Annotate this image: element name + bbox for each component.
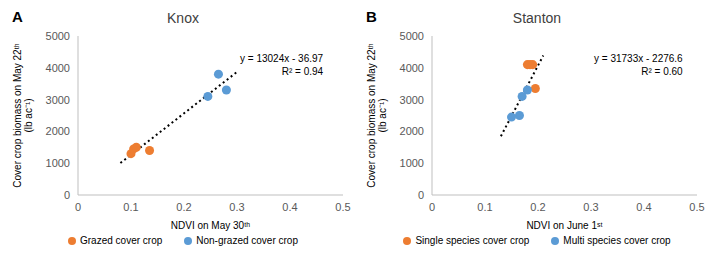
svg-text:0.3: 0.3 [583, 201, 598, 213]
svg-text:4000: 4000 [400, 62, 424, 74]
svg-text:0.4: 0.4 [282, 201, 297, 213]
svg-text:5000: 5000 [46, 30, 70, 42]
html-text:B: B [366, 8, 377, 25]
svg-text:1000: 1000 [400, 157, 424, 169]
svg-text:Cover crop biomass on May 22ᵗʰ: Cover crop biomass on May 22ᵗʰ(lb ac⁻¹) [12, 43, 34, 188]
html-text:Single species cover crop: Single species cover crop [415, 235, 530, 246]
svg-text:0.1: 0.1 [477, 201, 492, 213]
svg-text:0: 0 [429, 201, 435, 213]
svg-text:0.5: 0.5 [689, 201, 704, 213]
svg-text:NDVI on June 1ˢᵗ: NDVI on June 1ˢᵗ [526, 220, 602, 231]
svg-text:0.5: 0.5 [335, 201, 350, 213]
html-text:Multi species cover crop: Multi species cover crop [563, 235, 671, 246]
html-text:y = 13024x - 36.97: y = 13024x - 36.97 [240, 53, 324, 64]
html-text:Non-grazed cover crop: Non-grazed cover crop [196, 235, 298, 246]
html-text:R² = 0.60: R² = 0.60 [641, 66, 683, 77]
svg-text:0.4: 0.4 [636, 201, 651, 213]
html-text:R² = 0.94: R² = 0.94 [281, 66, 324, 77]
svg-text:0.1: 0.1 [123, 201, 138, 213]
svg-text:Cover crop biomass on May 22ᵗʰ: Cover crop biomass on May 22ᵗʰ(lb ac⁻¹) [366, 43, 388, 188]
svg-text:0.2: 0.2 [530, 201, 545, 213]
svg-text:0: 0 [418, 189, 424, 201]
html-text:Knox: Knox [167, 10, 199, 26]
svg-text:NDVI on May 30ᵗʰ: NDVI on May 30ᵗʰ [171, 220, 251, 231]
svg-text:4000: 4000 [46, 62, 70, 74]
svg-text:1000: 1000 [46, 157, 70, 169]
svg-text:3000: 3000 [46, 94, 70, 106]
html-text:Stanton: Stanton [512, 10, 562, 26]
svg-text:0.3: 0.3 [229, 201, 244, 213]
svg-text:2000: 2000 [400, 125, 424, 137]
html-text:Grazed cover crop: Grazed cover crop [80, 235, 163, 246]
svg-text:0: 0 [75, 201, 81, 213]
html-text:y = 31733x - 2276.6: y = 31733x - 2276.6 [594, 53, 683, 64]
svg-text:5000: 5000 [400, 30, 424, 42]
svg-text:2000: 2000 [46, 125, 70, 137]
svg-text:0.2: 0.2 [176, 201, 191, 213]
html-text:A: A [12, 8, 23, 25]
svg-text:3000: 3000 [400, 94, 424, 106]
svg-text:0: 0 [64, 189, 70, 201]
